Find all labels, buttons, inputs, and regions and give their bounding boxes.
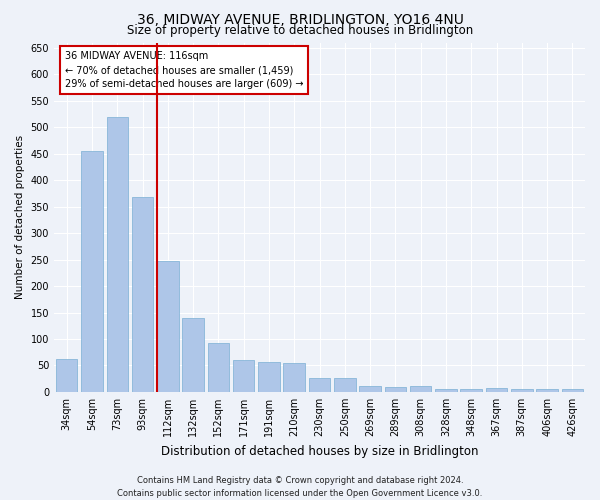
- Bar: [410, 386, 431, 392]
- Bar: [309, 378, 330, 392]
- Bar: [81, 151, 103, 392]
- Bar: [56, 359, 77, 392]
- Bar: [258, 362, 280, 392]
- Bar: [132, 197, 153, 392]
- Bar: [233, 360, 254, 392]
- Text: Contains HM Land Registry data © Crown copyright and database right 2024.
Contai: Contains HM Land Registry data © Crown c…: [118, 476, 482, 498]
- Bar: [182, 318, 204, 392]
- Text: 36, MIDWAY AVENUE, BRIDLINGTON, YO16 4NU: 36, MIDWAY AVENUE, BRIDLINGTON, YO16 4NU: [137, 12, 463, 26]
- Bar: [562, 390, 583, 392]
- Bar: [208, 342, 229, 392]
- Bar: [460, 389, 482, 392]
- Y-axis label: Number of detached properties: Number of detached properties: [15, 135, 25, 300]
- X-axis label: Distribution of detached houses by size in Bridlington: Distribution of detached houses by size …: [161, 444, 478, 458]
- Bar: [334, 378, 356, 392]
- Bar: [385, 386, 406, 392]
- Bar: [283, 363, 305, 392]
- Text: Size of property relative to detached houses in Bridlington: Size of property relative to detached ho…: [127, 24, 473, 37]
- Bar: [486, 388, 507, 392]
- Bar: [359, 386, 381, 392]
- Bar: [511, 390, 533, 392]
- Bar: [157, 260, 179, 392]
- Bar: [536, 389, 558, 392]
- Text: 36 MIDWAY AVENUE: 116sqm
← 70% of detached houses are smaller (1,459)
29% of sem: 36 MIDWAY AVENUE: 116sqm ← 70% of detach…: [65, 51, 303, 89]
- Bar: [435, 389, 457, 392]
- Bar: [107, 116, 128, 392]
